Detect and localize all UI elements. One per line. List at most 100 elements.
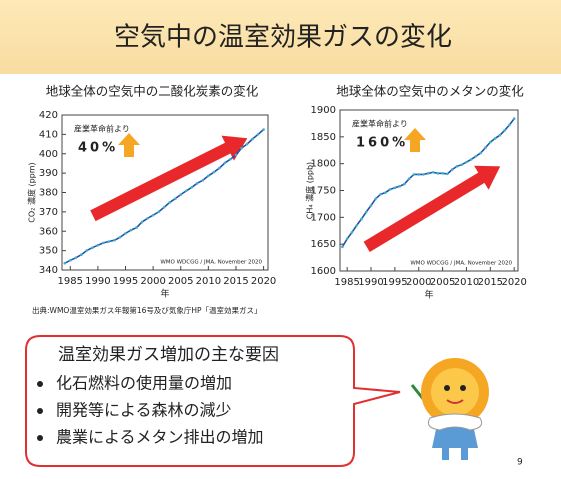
data-point [223, 161, 227, 165]
up-arrow [118, 133, 140, 157]
data-point [431, 170, 435, 174]
data-point [184, 189, 188, 193]
data-point [245, 142, 249, 146]
y-tick-label: 1750 [311, 186, 336, 197]
annotation: 産業革命前より [352, 119, 408, 129]
data-point [162, 205, 166, 209]
chart-title: 地球全体の空気中の二酸化炭素の変化 [46, 84, 259, 99]
trend-arrow-shape [363, 165, 501, 252]
data-point [234, 153, 238, 157]
y-tick-label: 1850 [311, 132, 336, 143]
bullet [37, 435, 43, 441]
data-point [393, 186, 397, 190]
x-tick-label: 2020 [501, 277, 526, 288]
trend-arrow-shape [90, 135, 248, 222]
y-tick-label: 370 [39, 207, 58, 218]
data-point [493, 137, 497, 140]
data-point [262, 128, 265, 131]
data-point [124, 232, 127, 235]
data-point [190, 185, 194, 189]
data-point [460, 163, 463, 167]
chart-title: 地球全体の空気中のメタンの変化 [336, 84, 524, 99]
y-tick-label: 390 [39, 168, 58, 179]
x-tick-label: 2000 [140, 276, 165, 287]
y-tick-label: 360 [39, 226, 58, 237]
page-number: 9 [517, 458, 523, 468]
data-point [135, 226, 138, 229]
data-point [179, 193, 183, 196]
data-point [218, 166, 221, 170]
x-tick-label: 2000 [406, 277, 431, 288]
data-point [446, 172, 449, 176]
data-point [384, 191, 387, 194]
data-point [80, 253, 83, 256]
data-point [91, 246, 94, 250]
data-point [426, 172, 430, 175]
data-point [441, 172, 444, 175]
x-tick-label: 1990 [85, 276, 110, 287]
x-tick-label: 2005 [430, 277, 455, 288]
data-point [85, 249, 89, 252]
data-point [498, 133, 502, 137]
data-point [140, 220, 144, 224]
source: 出典:WMO温室効果ガス年報第16号及び気象庁HP「温室効果ガス」 [32, 305, 262, 315]
data-point [360, 217, 363, 221]
x-tick-label: 1990 [358, 277, 383, 288]
data-point [450, 168, 454, 171]
data-point [489, 140, 492, 144]
y-tick-label: 1650 [311, 239, 336, 250]
y-tick-label: 420 [39, 110, 58, 121]
y-tick-label: 350 [39, 246, 58, 257]
y-tick-label: 380 [39, 188, 58, 199]
data-point [350, 231, 354, 234]
data-point [240, 146, 243, 150]
data-point [74, 256, 78, 260]
data-point [369, 204, 373, 207]
data-point [129, 228, 133, 232]
data-point [436, 172, 440, 175]
mascot [410, 358, 489, 460]
data-point [355, 224, 359, 227]
y-tick-label: 1800 [311, 159, 336, 170]
y-tick-label: 410 [39, 129, 58, 140]
x-tick-label: 2015 [223, 276, 248, 287]
slide-title: 空気中の温室効果ガスの変化 [114, 23, 452, 53]
data-point [422, 173, 425, 176]
data-point [118, 235, 122, 239]
x-tick-label: 1995 [113, 276, 138, 287]
x-tick-label: 2010 [454, 277, 479, 288]
annotation: 産業革命前より [74, 124, 130, 134]
x-axis-label: 年 [424, 289, 433, 301]
data-point [455, 165, 459, 168]
callout-item: 化石燃料の使用量の増加 [56, 374, 232, 393]
data-point [212, 170, 216, 174]
y-axis-label: CO₂ 濃度 (ppm) [27, 162, 37, 222]
credit: WMO WDCGG / JMA, November 2020 [160, 260, 262, 266]
x-tick-label: 2015 [478, 277, 503, 288]
data-point [173, 197, 177, 200]
x-tick-label: 1985 [58, 276, 83, 287]
increase-label: 160% [356, 136, 408, 151]
data-point [407, 177, 411, 180]
data-point [379, 192, 382, 196]
data-point [403, 182, 406, 186]
data-point [113, 238, 116, 242]
data-point [341, 245, 344, 249]
data-point [146, 216, 149, 220]
up-arrow [404, 128, 426, 152]
increase-label: 40% [78, 141, 118, 156]
data-point [417, 173, 421, 176]
data-point [374, 197, 378, 200]
data-point [157, 210, 160, 214]
callout-heading: 温室効果ガス増加の主な要因 [58, 345, 279, 365]
data-point [388, 188, 392, 191]
data-point [256, 133, 260, 136]
data-point [251, 137, 254, 141]
data-point [168, 201, 171, 204]
data-point [196, 181, 199, 185]
y-tick-label: 400 [39, 149, 58, 160]
data-point [474, 154, 478, 158]
y-axis-label: CH₄ 濃度 (ppb) [305, 162, 315, 219]
y-tick-label: 1700 [311, 212, 336, 223]
